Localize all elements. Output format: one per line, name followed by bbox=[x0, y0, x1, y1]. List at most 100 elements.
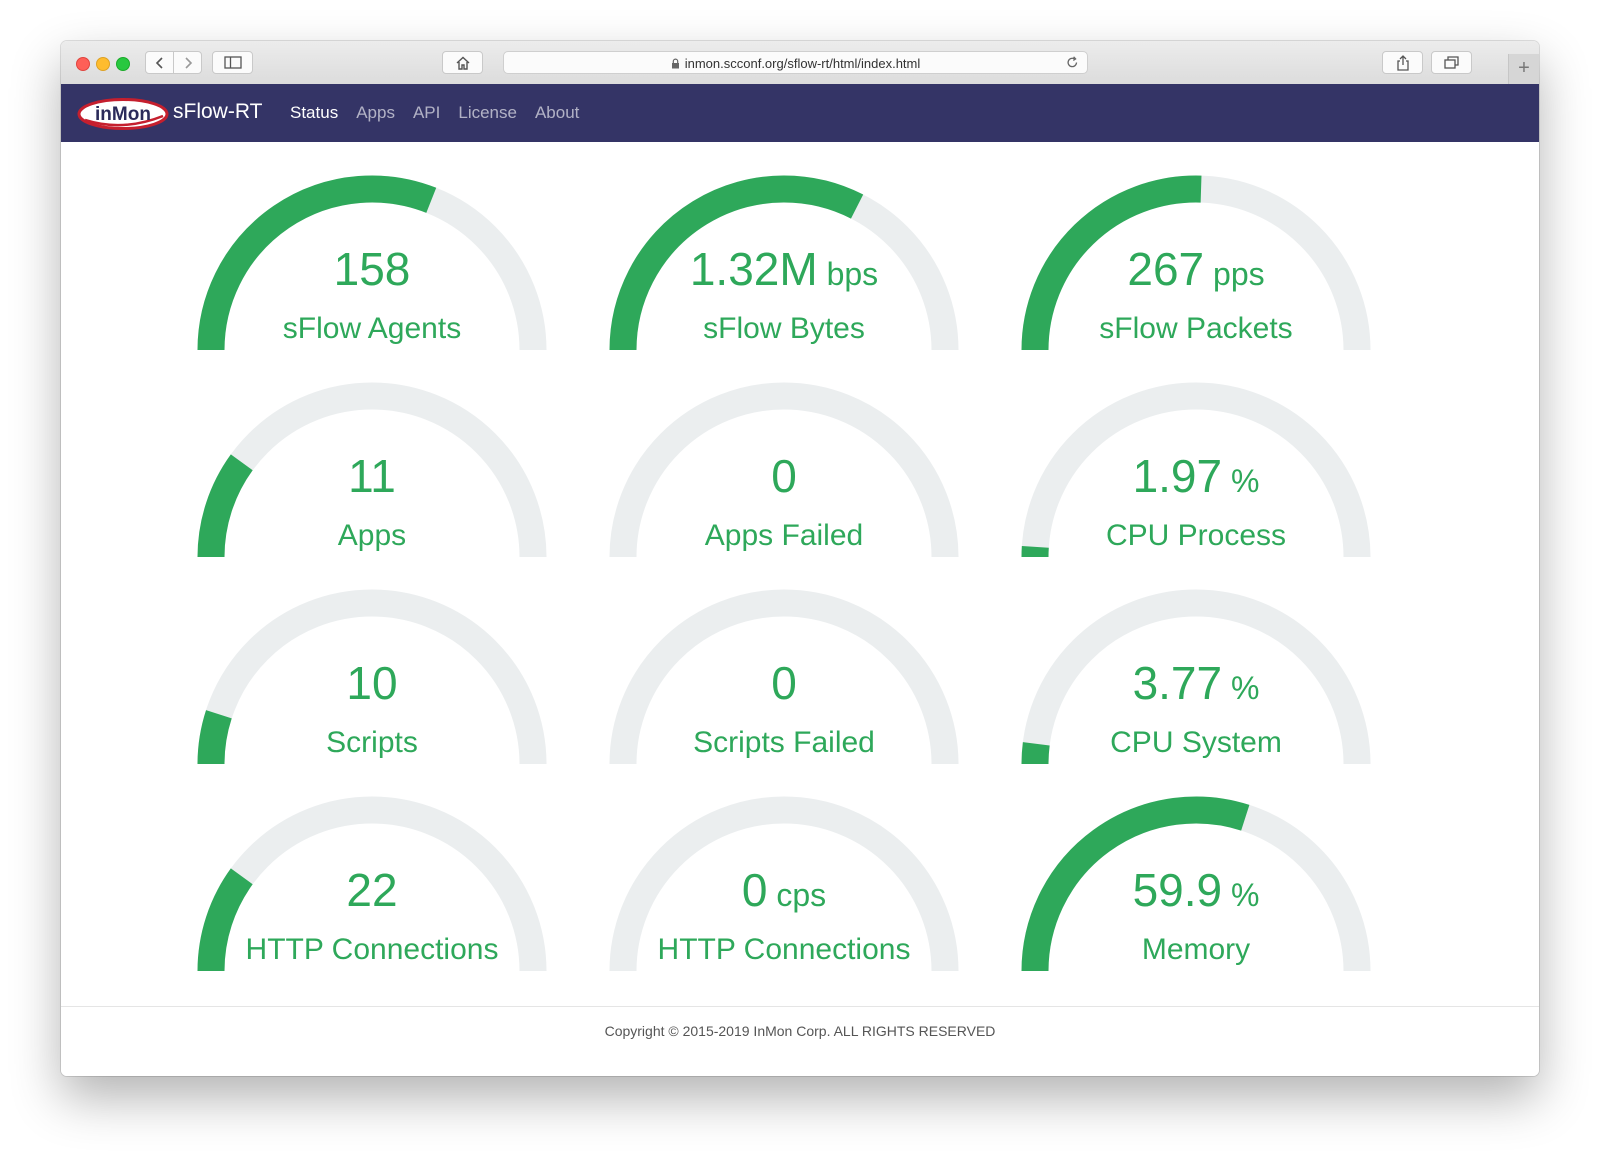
gauge-label: Memory bbox=[1141, 933, 1251, 966]
gauge-track bbox=[609, 589, 959, 765]
reload-icon[interactable] bbox=[1066, 56, 1079, 69]
gauge-number: 267 bbox=[1127, 243, 1205, 295]
nav-item-api[interactable]: API bbox=[412, 103, 441, 122]
gauge-number: 3.77 bbox=[1132, 657, 1223, 709]
gauge-apps-failed: 0 Apps Failed bbox=[609, 382, 959, 562]
gauge-number: 1.32M bbox=[689, 243, 818, 295]
gauge-arc bbox=[197, 382, 547, 558]
close-window-button[interactable] bbox=[76, 57, 90, 71]
gauge-sflow-packets: 267 pps sFlow Packets bbox=[1021, 175, 1371, 355]
gauge-label: sFlow Bytes bbox=[703, 312, 865, 345]
gauge-unit: % bbox=[1222, 463, 1260, 499]
gauge-fill bbox=[197, 868, 253, 972]
gauge-track bbox=[609, 796, 959, 972]
copyright-text: Copyright © 2015-2019 InMon Corp. ALL RI… bbox=[604, 1023, 996, 1039]
new-tab-button[interactable]: + bbox=[1508, 54, 1539, 84]
gauge-fill bbox=[1021, 796, 1250, 972]
gauge-arc bbox=[1021, 796, 1371, 972]
gauge-number: 0 bbox=[741, 864, 768, 916]
gauge-arc bbox=[609, 589, 959, 765]
gauge-number: 0 bbox=[771, 450, 797, 502]
gauge-unit: cps bbox=[767, 877, 827, 913]
gauge-arc bbox=[1021, 175, 1371, 351]
tabs-overview-button[interactable] bbox=[1431, 51, 1472, 74]
minimize-window-button[interactable] bbox=[96, 57, 110, 71]
browser-window: inmon.scconf.org/sflow-rt/html/index.htm… bbox=[61, 41, 1539, 1076]
footer: Copyright © 2015-2019 InMon Corp. ALL RI… bbox=[61, 1006, 1539, 1076]
address-bar[interactable]: inmon.scconf.org/sflow-rt/html/index.htm… bbox=[503, 51, 1088, 74]
gauge-http-connections: 22 HTTP Connections bbox=[197, 796, 547, 976]
nav-item-about[interactable]: About bbox=[534, 103, 580, 122]
gauge-track bbox=[197, 589, 547, 765]
gauge-value: 0 bbox=[609, 450, 959, 507]
gauge-unit: bps bbox=[817, 256, 879, 292]
nav-item-apps[interactable]: Apps bbox=[356, 103, 395, 122]
gauge-label: sFlow Agents bbox=[282, 312, 462, 345]
home-button[interactable] bbox=[442, 51, 483, 74]
gauge-value: 0 cps bbox=[609, 864, 959, 921]
gauge-value: 1.32M bps bbox=[609, 243, 959, 300]
chevron-right-icon bbox=[184, 56, 192, 69]
gauge-number: 158 bbox=[333, 243, 411, 295]
gauge-value: 158 bbox=[197, 243, 547, 300]
gauge-label: Apps Failed bbox=[704, 519, 864, 552]
gauge-number: 11 bbox=[348, 450, 396, 502]
gauge-arc bbox=[197, 796, 547, 972]
gauge-sflow-agents: 158 sFlow Agents bbox=[197, 175, 547, 355]
gauge-cpu-system: 3.77 % CPU System bbox=[1021, 589, 1371, 769]
nav-item-status[interactable]: Status bbox=[290, 103, 339, 122]
gauge-fill bbox=[197, 710, 232, 765]
share-icon bbox=[1396, 54, 1409, 71]
gauge-arc bbox=[197, 175, 547, 351]
forward-button[interactable] bbox=[173, 51, 202, 74]
address-text: inmon.scconf.org/sflow-rt/html/index.htm… bbox=[504, 56, 1087, 71]
gauge-number: 10 bbox=[346, 657, 398, 709]
lock-icon bbox=[671, 58, 679, 69]
navbar: inMon sFlow-RT Status Apps API License A… bbox=[61, 84, 1539, 142]
back-button[interactable] bbox=[145, 51, 174, 74]
gauge-unit: % bbox=[1222, 670, 1260, 706]
gauge-value: 10 bbox=[197, 657, 547, 714]
brand-name[interactable]: sFlow-RT bbox=[173, 100, 263, 123]
inmon-logo[interactable]: inMon bbox=[77, 98, 169, 130]
gauge-value: 0 bbox=[609, 657, 959, 714]
gauge-number: 59.9 bbox=[1132, 864, 1223, 916]
gauge-fill bbox=[197, 175, 437, 351]
gauge-value: 59.9 % bbox=[1021, 864, 1371, 921]
gauge-arc bbox=[1021, 382, 1371, 558]
gauge-unit: % bbox=[1222, 877, 1260, 913]
tabs-icon bbox=[1444, 56, 1459, 69]
gauge-sflow-bytes: 1.32M bps sFlow Bytes bbox=[609, 175, 959, 355]
gauge-scripts: 10 Scripts bbox=[197, 589, 547, 769]
gauge-memory: 59.9 % Memory bbox=[1021, 796, 1371, 976]
nav-item-license[interactable]: License bbox=[458, 103, 517, 122]
gauge-scripts-failed: 0 Scripts Failed bbox=[609, 589, 959, 769]
gauge-number: 22 bbox=[346, 864, 398, 916]
status-dashboard: 158 sFlow Agents 1.32M bps sFlow Bytes 2… bbox=[61, 142, 1539, 1006]
gauge-label: Scripts bbox=[326, 726, 418, 759]
gauge-arc bbox=[1021, 589, 1371, 765]
gauge-fill bbox=[1021, 175, 1202, 351]
gauge-label: CPU System bbox=[1110, 726, 1282, 759]
sidebar-button[interactable] bbox=[212, 51, 253, 74]
gauge-value: 267 pps bbox=[1021, 243, 1371, 300]
logo-text: inMon bbox=[95, 104, 151, 125]
browser-titlebar: inmon.scconf.org/sflow-rt/html/index.htm… bbox=[61, 41, 1539, 85]
chevron-left-icon bbox=[155, 56, 163, 69]
gauge-fill bbox=[609, 175, 864, 351]
gauge-track bbox=[1021, 589, 1371, 765]
gauge-cpu-process: 1.97 % CPU Process bbox=[1021, 382, 1371, 562]
gauge-track bbox=[609, 382, 959, 558]
gauge-arc bbox=[197, 589, 547, 765]
gauge-number: 0 bbox=[771, 657, 797, 709]
share-button[interactable] bbox=[1382, 51, 1423, 74]
gauge-label: HTTP Connections bbox=[245, 933, 499, 966]
gauge-arc bbox=[609, 175, 959, 351]
gauge-fill bbox=[197, 454, 253, 558]
url-text: inmon.scconf.org/sflow-rt/html/index.htm… bbox=[684, 56, 921, 71]
gauge-label: CPU Process bbox=[1105, 519, 1287, 552]
gauge-track bbox=[1021, 382, 1371, 558]
gauge-value: 1.97 % bbox=[1021, 450, 1371, 507]
gauge-label: Scripts Failed bbox=[693, 726, 875, 759]
zoom-window-button[interactable] bbox=[116, 57, 130, 71]
